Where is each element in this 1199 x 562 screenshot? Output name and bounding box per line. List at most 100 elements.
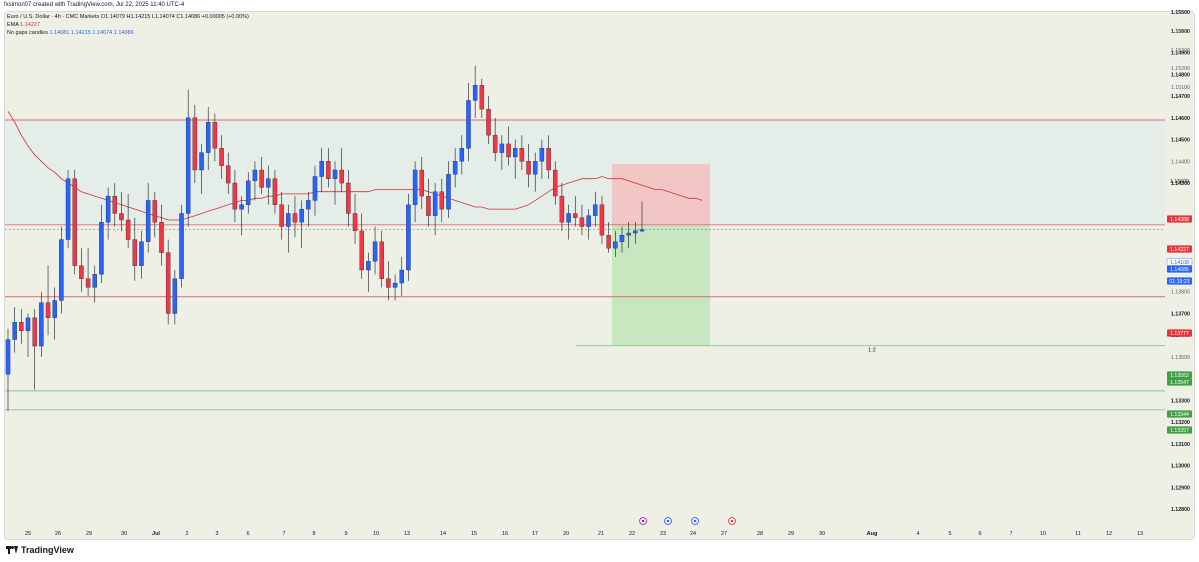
candle[interactable] <box>65 178 71 240</box>
candle[interactable] <box>272 178 278 205</box>
candle[interactable] <box>579 217 585 227</box>
candle[interactable] <box>639 229 645 232</box>
candle[interactable] <box>439 191 445 210</box>
candle[interactable] <box>259 169 264 188</box>
candle[interactable] <box>352 213 358 232</box>
candle[interactable] <box>332 169 338 179</box>
candle[interactable] <box>379 241 384 279</box>
candle[interactable] <box>432 191 438 216</box>
candle[interactable] <box>79 265 84 279</box>
candle[interactable] <box>145 200 151 242</box>
candle[interactable] <box>205 122 211 153</box>
candle[interactable] <box>419 169 424 197</box>
tradingview-logo[interactable]: TradingView <box>6 545 74 555</box>
candle[interactable] <box>406 204 411 271</box>
candle[interactable] <box>312 176 318 201</box>
legend-symbol[interactable]: Euro / U.S. Dollar · 4h · CMC Markets <box>7 14 100 20</box>
candle[interactable] <box>372 241 378 262</box>
candle[interactable] <box>459 148 465 162</box>
candle[interactable] <box>533 161 538 175</box>
candle[interactable] <box>553 169 558 197</box>
candle[interactable] <box>512 148 518 158</box>
candle[interactable] <box>412 169 418 205</box>
candle[interactable] <box>613 241 618 249</box>
candle[interactable] <box>573 213 578 218</box>
chart-frame[interactable] <box>4 11 1195 540</box>
candle[interactable] <box>392 282 398 288</box>
candle[interactable] <box>239 204 244 210</box>
candle[interactable] <box>526 161 531 175</box>
candle[interactable] <box>185 117 191 214</box>
candle[interactable] <box>105 195 111 223</box>
candle[interactable] <box>139 241 144 266</box>
candle[interactable] <box>212 122 218 149</box>
candle[interactable] <box>506 143 511 158</box>
candle[interactable] <box>72 178 77 266</box>
candle[interactable] <box>339 169 344 184</box>
candle[interactable] <box>386 278 391 288</box>
candle[interactable] <box>19 322 24 332</box>
candle[interactable] <box>559 195 565 223</box>
candle[interactable] <box>446 174 451 210</box>
candle[interactable] <box>252 169 258 182</box>
candle[interactable] <box>165 252 171 314</box>
candle[interactable] <box>246 180 251 205</box>
candle[interactable] <box>566 213 571 223</box>
candle[interactable] <box>32 317 37 347</box>
candle[interactable] <box>192 117 198 171</box>
candle[interactable] <box>306 200 311 210</box>
candle[interactable] <box>426 195 431 216</box>
candle[interactable] <box>539 148 545 162</box>
candle[interactable] <box>219 148 224 166</box>
candle[interactable] <box>626 232 631 236</box>
candle[interactable] <box>52 300 57 318</box>
candle[interactable] <box>452 161 458 175</box>
candle[interactable] <box>319 161 324 177</box>
candle[interactable] <box>25 317 31 332</box>
take-profit-zone[interactable] <box>612 224 710 346</box>
candle[interactable] <box>366 261 371 271</box>
candle[interactable] <box>479 85 485 110</box>
candle[interactable] <box>633 230 638 234</box>
candle[interactable] <box>39 302 44 347</box>
stop-loss-zone[interactable] <box>612 163 710 225</box>
candle[interactable] <box>499 143 505 153</box>
candle[interactable] <box>179 213 184 279</box>
candle[interactable] <box>599 204 605 236</box>
candle[interactable] <box>399 269 404 284</box>
candle[interactable] <box>12 322 17 340</box>
candle[interactable] <box>486 108 491 136</box>
candle[interactable] <box>472 85 478 101</box>
candle[interactable] <box>492 135 498 153</box>
candle[interactable] <box>119 213 124 221</box>
candle[interactable] <box>299 208 304 223</box>
candle[interactable] <box>546 148 551 171</box>
candle[interactable] <box>286 213 291 227</box>
candle[interactable] <box>92 274 97 288</box>
candle[interactable] <box>125 219 131 240</box>
candle[interactable] <box>326 161 331 179</box>
candle[interactable] <box>99 222 104 275</box>
candle[interactable] <box>266 178 271 188</box>
candle[interactable] <box>519 148 525 162</box>
candle[interactable] <box>172 278 178 314</box>
legend-nogaps-row[interactable]: No gaps candles 1.14081 1.14215 1.14074 … <box>7 29 249 37</box>
candle[interactable] <box>152 200 158 223</box>
candle[interactable] <box>132 239 138 266</box>
candle[interactable] <box>45 302 51 318</box>
candle[interactable] <box>359 230 364 271</box>
candle[interactable] <box>292 213 298 223</box>
candle[interactable] <box>5 339 11 375</box>
candle[interactable] <box>619 235 625 242</box>
legend-ema-row[interactable]: EMA 1.14227 <box>7 21 249 29</box>
candle[interactable] <box>466 100 471 149</box>
candle[interactable] <box>85 278 91 288</box>
candle[interactable] <box>59 239 64 301</box>
candle[interactable] <box>159 222 164 253</box>
candle[interactable] <box>586 215 591 227</box>
candle[interactable] <box>226 165 231 184</box>
candle[interactable] <box>112 195 117 214</box>
candle[interactable] <box>199 152 204 171</box>
candle[interactable] <box>606 235 611 249</box>
